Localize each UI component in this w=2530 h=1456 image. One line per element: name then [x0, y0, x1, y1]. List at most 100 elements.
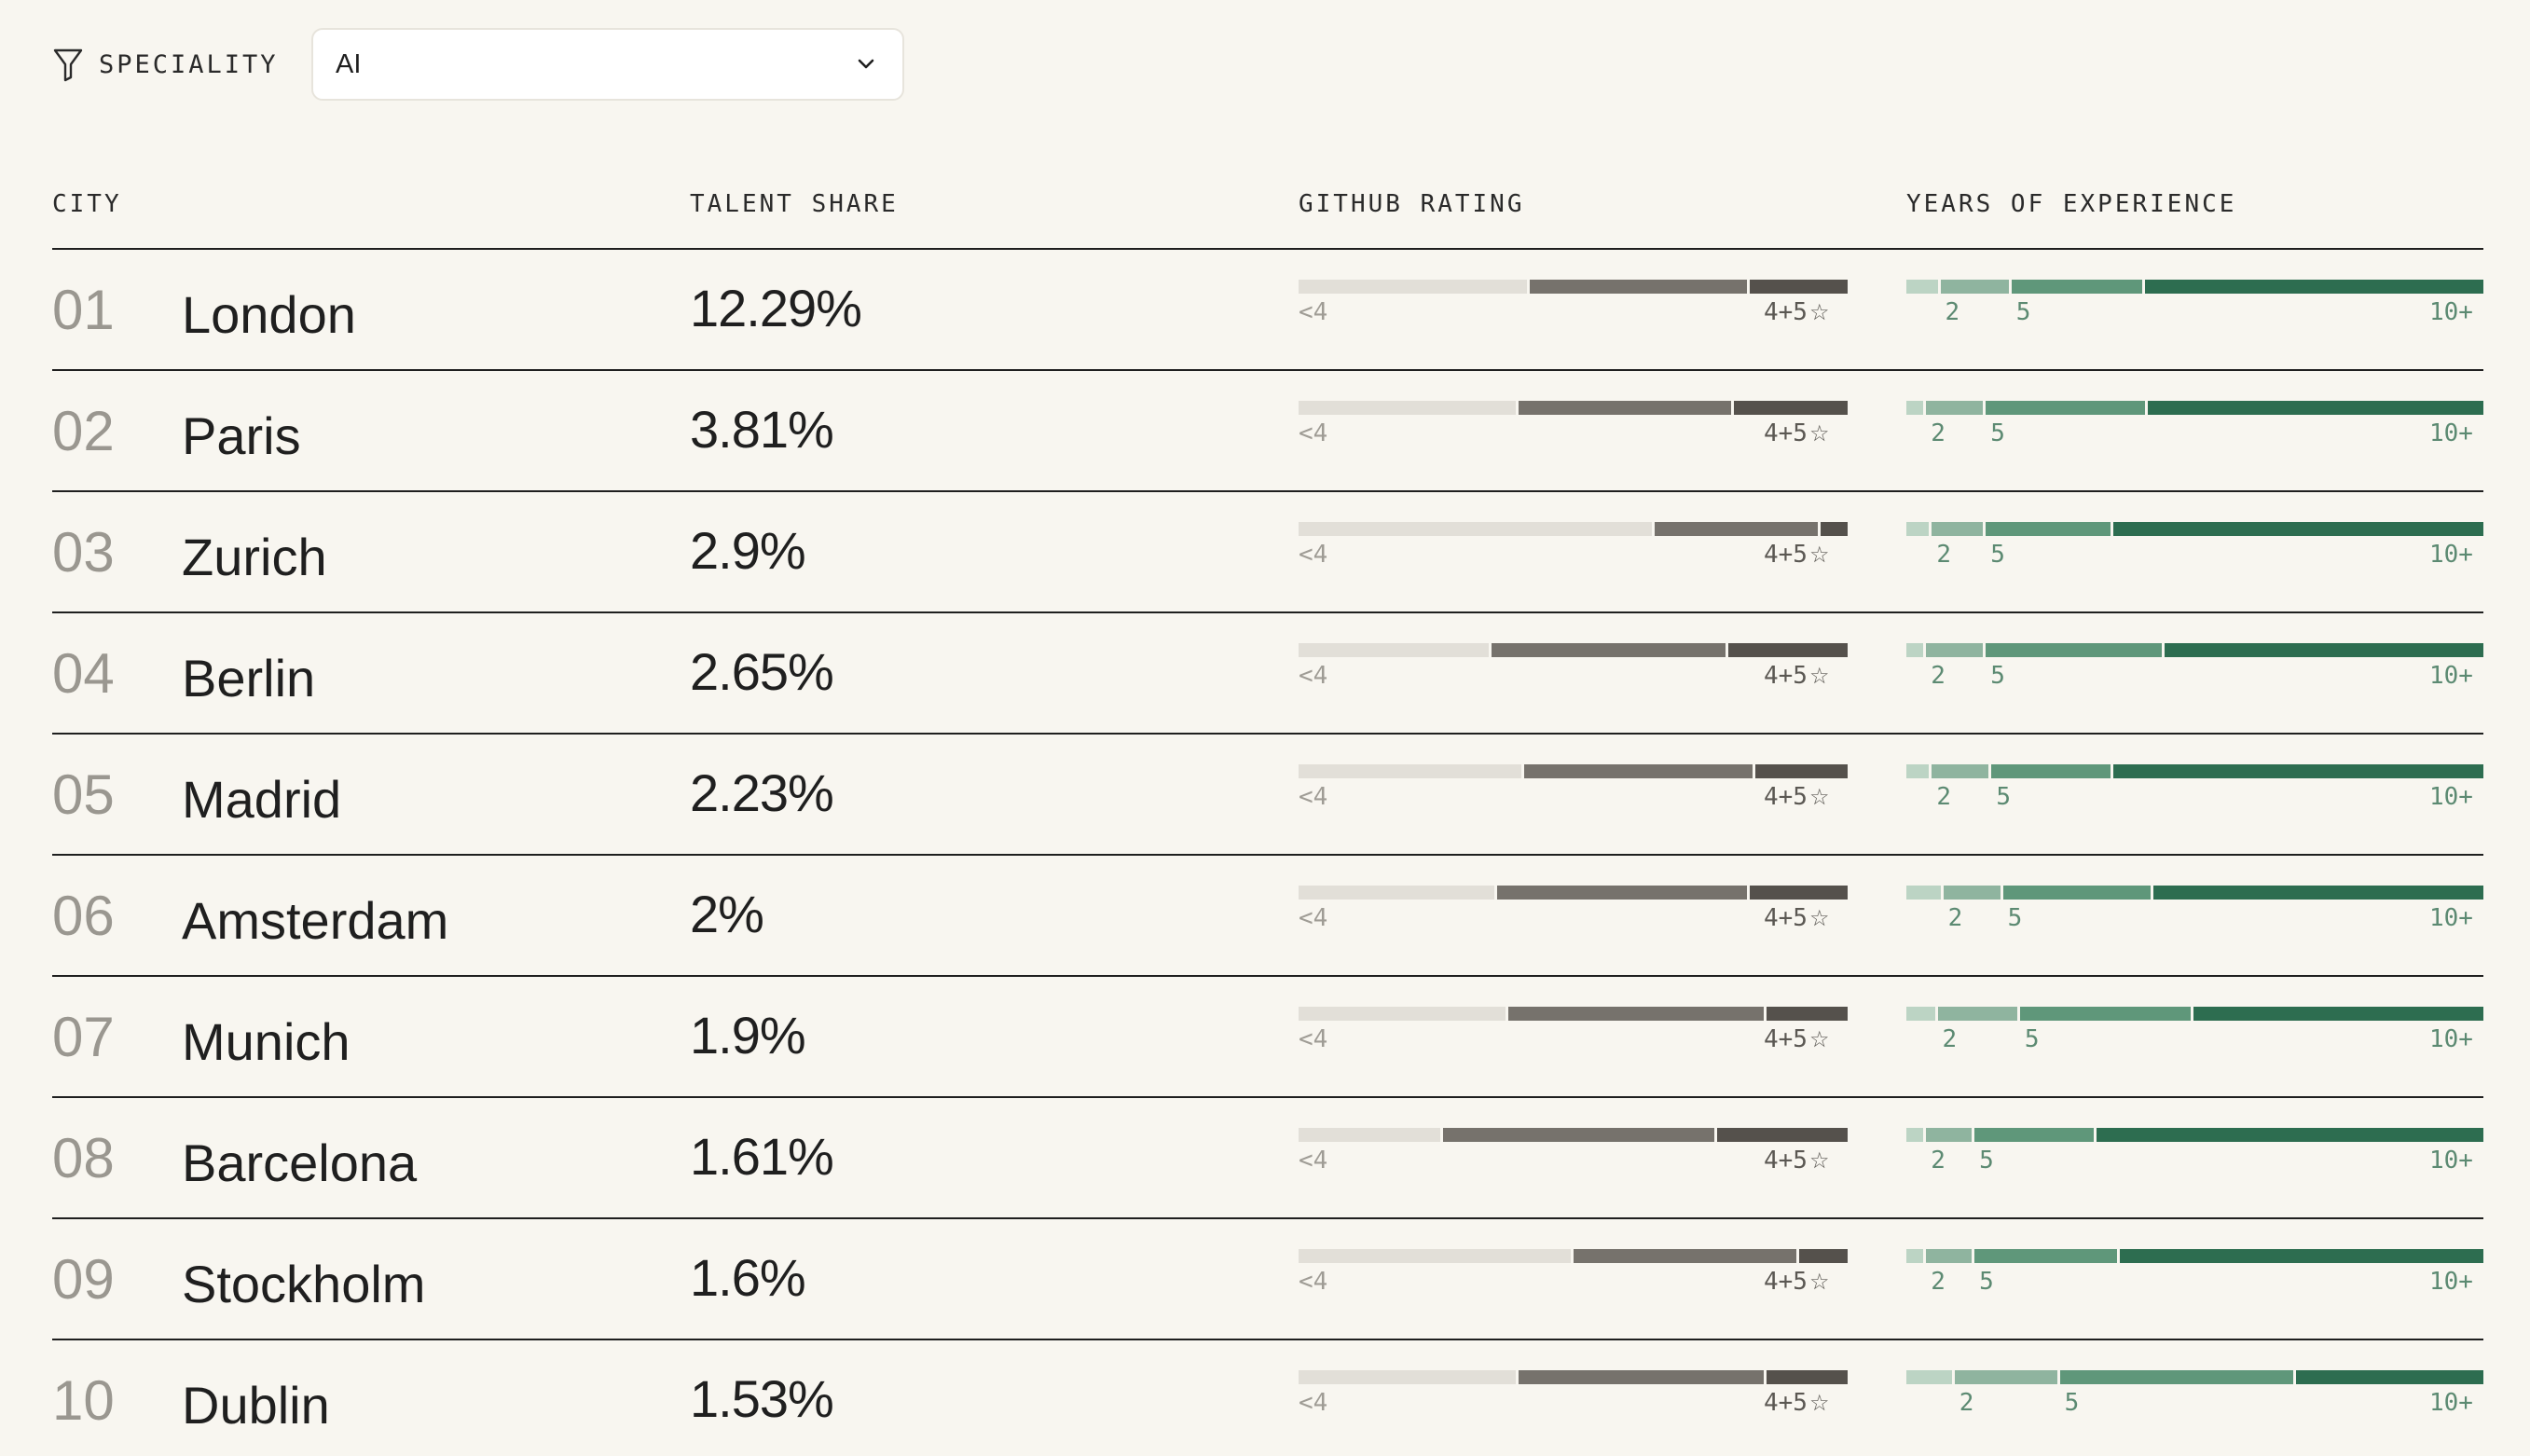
github-high-label: 4+5☆ [1764, 1025, 1829, 1053]
header-github-rating[interactable]: GITHUB RATING [1299, 190, 1525, 218]
years-label-5: 5 [1996, 783, 2012, 811]
years-segment-10-plus [2153, 886, 2483, 900]
row-talent-share: 2.65% [690, 642, 834, 701]
years-segment-5-10 [1974, 1128, 2095, 1142]
years-label-5: 5 [1979, 1268, 1994, 1296]
github-low-label: <4 [1299, 1268, 1328, 1296]
years-label-5: 5 [1990, 419, 2005, 447]
github-segment-below-4 [1299, 522, 1652, 536]
github-low-label: <4 [1299, 662, 1328, 690]
years-segment-under-2 [1906, 401, 1924, 415]
row-talent-share: 12.29% [690, 279, 862, 337]
star-icon: ☆ [1808, 1147, 1830, 1174]
years-label-10-plus: 10+ [2429, 298, 2473, 326]
github-segment-below-4 [1299, 280, 1527, 294]
github-segment-5 [1727, 643, 1848, 657]
row-city: Munich [182, 1012, 351, 1071]
years-segment-2-5 [1932, 522, 1984, 536]
header-years-of-experience[interactable]: YEARS OF EXPERIENCE [1906, 190, 2237, 218]
years-experience-bar [1906, 1249, 2483, 1263]
row-rank: 04 [52, 642, 115, 705]
table-row[interactable]: 09 Stockholm 1.6% <4 4+5☆ 2 5 10+ [52, 1219, 2483, 1340]
github-low-label: <4 [1299, 298, 1328, 326]
row-talent-share: 2.23% [690, 763, 834, 822]
table-row[interactable]: 01 London 12.29% <4 4+5☆ 2 5 10+ [52, 250, 2483, 371]
github-low-label: <4 [1299, 783, 1328, 811]
star-icon: ☆ [1808, 1026, 1830, 1052]
table-body: 01 London 12.29% <4 4+5☆ 2 5 10+ 02 Paris 3.81% <4 4… [52, 250, 2483, 1456]
years-label-10-plus: 10+ [2429, 1025, 2473, 1053]
years-label-2: 2 [1931, 1147, 1946, 1174]
years-segment-under-2 [1906, 1370, 1952, 1384]
years-segment-under-2 [1906, 1128, 1924, 1142]
table-row[interactable]: 08 Barcelona 1.61% <4 4+5☆ 2 5 10+ [52, 1098, 2483, 1219]
github-rating-bar [1299, 401, 1848, 415]
github-segment-5 [1754, 764, 1848, 778]
row-city: Dublin [182, 1376, 330, 1435]
row-rank: 08 [52, 1127, 115, 1189]
github-low-label: <4 [1299, 1025, 1328, 1053]
years-label-10-plus: 10+ [2429, 662, 2473, 690]
github-segment-below-4 [1299, 1128, 1440, 1142]
years-segment-under-2 [1906, 280, 1938, 294]
years-segment-10-plus [2097, 1128, 2483, 1142]
table-row[interactable]: 05 Madrid 2.23% <4 4+5☆ 2 5 10+ [52, 735, 2483, 856]
years-segment-10-plus [2119, 1249, 2483, 1263]
header-city[interactable]: CITY [52, 190, 122, 218]
row-rank: 02 [52, 400, 115, 462]
row-rank: 01 [52, 279, 115, 341]
years-experience-bar [1906, 280, 2483, 294]
years-label-2: 2 [1959, 1389, 1974, 1417]
years-segment-5-10 [1991, 764, 2111, 778]
github-segment-4 [1519, 401, 1731, 415]
row-talent-share: 2.9% [690, 521, 806, 580]
header-talent-share[interactable]: TALENT SHARE [690, 190, 899, 218]
github-segment-4 [1573, 1249, 1796, 1263]
speciality-selected-value: AI [336, 48, 362, 79]
years-segment-10-plus [2113, 764, 2483, 778]
chevron-down-icon [858, 59, 874, 69]
table-row[interactable]: 06 Amsterdam 2% <4 4+5☆ 2 5 10+ [52, 856, 2483, 977]
years-label-2: 2 [1931, 419, 1946, 447]
years-segment-2-5 [1926, 1128, 1973, 1142]
github-high-label: 4+5☆ [1764, 1389, 1829, 1417]
table-row[interactable]: 07 Munich 1.9% <4 4+5☆ 2 5 10+ [52, 977, 2483, 1098]
row-talent-share: 2% [690, 885, 764, 943]
years-segment-5-10 [1986, 643, 2163, 657]
years-segment-5-10 [2019, 1007, 2191, 1021]
row-rank: 10 [52, 1369, 115, 1432]
years-experience-bar [1906, 764, 2483, 778]
github-segment-4 [1492, 643, 1726, 657]
github-high-text: 4+5 [1764, 298, 1808, 326]
github-high-label: 4+5☆ [1764, 904, 1829, 932]
star-icon: ☆ [1808, 299, 1830, 325]
github-high-text: 4+5 [1764, 1268, 1808, 1296]
years-label-5: 5 [1990, 662, 2005, 690]
github-segment-4 [1519, 1370, 1764, 1384]
star-icon: ☆ [1808, 542, 1830, 568]
table-row[interactable]: 03 Zurich 2.9% <4 4+5☆ 2 5 10+ [52, 492, 2483, 613]
github-segment-below-4 [1299, 764, 1522, 778]
filter-icon [53, 48, 83, 82]
years-segment-2-5 [1926, 643, 1984, 657]
github-rating-bar [1299, 1128, 1848, 1142]
row-rank: 03 [52, 521, 115, 584]
speciality-select[interactable]: AI [311, 28, 904, 101]
table-row[interactable]: 02 Paris 3.81% <4 4+5☆ 2 5 10+ [52, 371, 2483, 492]
years-segment-10-plus [2165, 643, 2483, 657]
star-icon: ☆ [1808, 784, 1830, 810]
github-low-label: <4 [1299, 904, 1328, 932]
row-rank: 07 [52, 1006, 115, 1068]
years-label-10-plus: 10+ [2429, 1268, 2473, 1296]
years-experience-bar [1906, 1128, 2483, 1142]
github-segment-below-4 [1299, 886, 1494, 900]
table-header: CITY TALENT SHARE GITHUB RATING YEARS OF… [52, 177, 2483, 250]
github-high-label: 4+5☆ [1764, 662, 1829, 690]
years-label-2: 2 [1931, 1268, 1946, 1296]
github-segment-4 [1524, 764, 1753, 778]
github-rating-bar [1299, 522, 1848, 536]
row-rank: 09 [52, 1248, 115, 1311]
table-row[interactable]: 10 Dublin 1.53% <4 4+5☆ 2 5 10+ [52, 1340, 2483, 1456]
years-segment-2-5 [1943, 886, 2001, 900]
table-row[interactable]: 04 Berlin 2.65% <4 4+5☆ 2 5 10+ [52, 613, 2483, 735]
